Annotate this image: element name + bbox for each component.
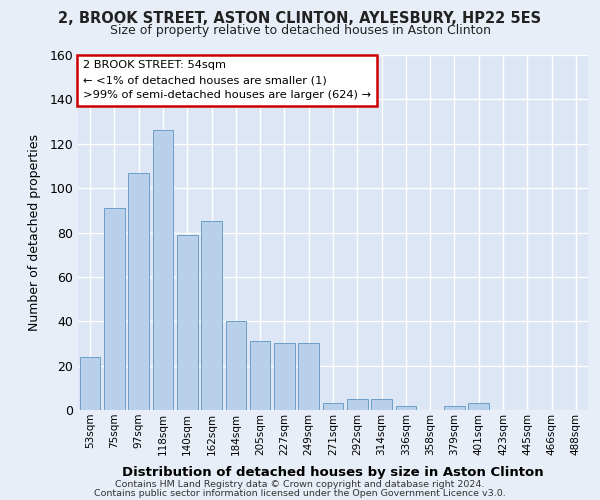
Bar bbox=[152, 130, 173, 410]
Bar bbox=[274, 344, 295, 410]
Bar bbox=[371, 399, 392, 410]
Text: 2, BROOK STREET, ASTON CLINTON, AYLESBURY, HP22 5ES: 2, BROOK STREET, ASTON CLINTON, AYLESBUR… bbox=[58, 11, 542, 26]
Bar bbox=[323, 404, 343, 410]
Bar bbox=[469, 404, 489, 410]
Bar bbox=[298, 344, 319, 410]
Text: Contains public sector information licensed under the Open Government Licence v3: Contains public sector information licen… bbox=[94, 488, 506, 498]
Bar bbox=[250, 341, 271, 410]
Bar bbox=[128, 172, 149, 410]
Text: Contains HM Land Registry data © Crown copyright and database right 2024.: Contains HM Land Registry data © Crown c… bbox=[115, 480, 485, 489]
X-axis label: Distribution of detached houses by size in Aston Clinton: Distribution of detached houses by size … bbox=[122, 466, 544, 479]
Bar bbox=[80, 357, 100, 410]
Text: Size of property relative to detached houses in Aston Clinton: Size of property relative to detached ho… bbox=[110, 24, 491, 37]
Bar bbox=[395, 406, 416, 410]
Bar bbox=[226, 322, 246, 410]
Bar bbox=[201, 222, 222, 410]
Bar bbox=[177, 234, 197, 410]
Bar bbox=[347, 399, 368, 410]
Text: 2 BROOK STREET: 54sqm
← <1% of detached houses are smaller (1)
>99% of semi-deta: 2 BROOK STREET: 54sqm ← <1% of detached … bbox=[83, 60, 371, 100]
Y-axis label: Number of detached properties: Number of detached properties bbox=[28, 134, 41, 331]
Bar bbox=[104, 208, 125, 410]
Bar bbox=[444, 406, 465, 410]
